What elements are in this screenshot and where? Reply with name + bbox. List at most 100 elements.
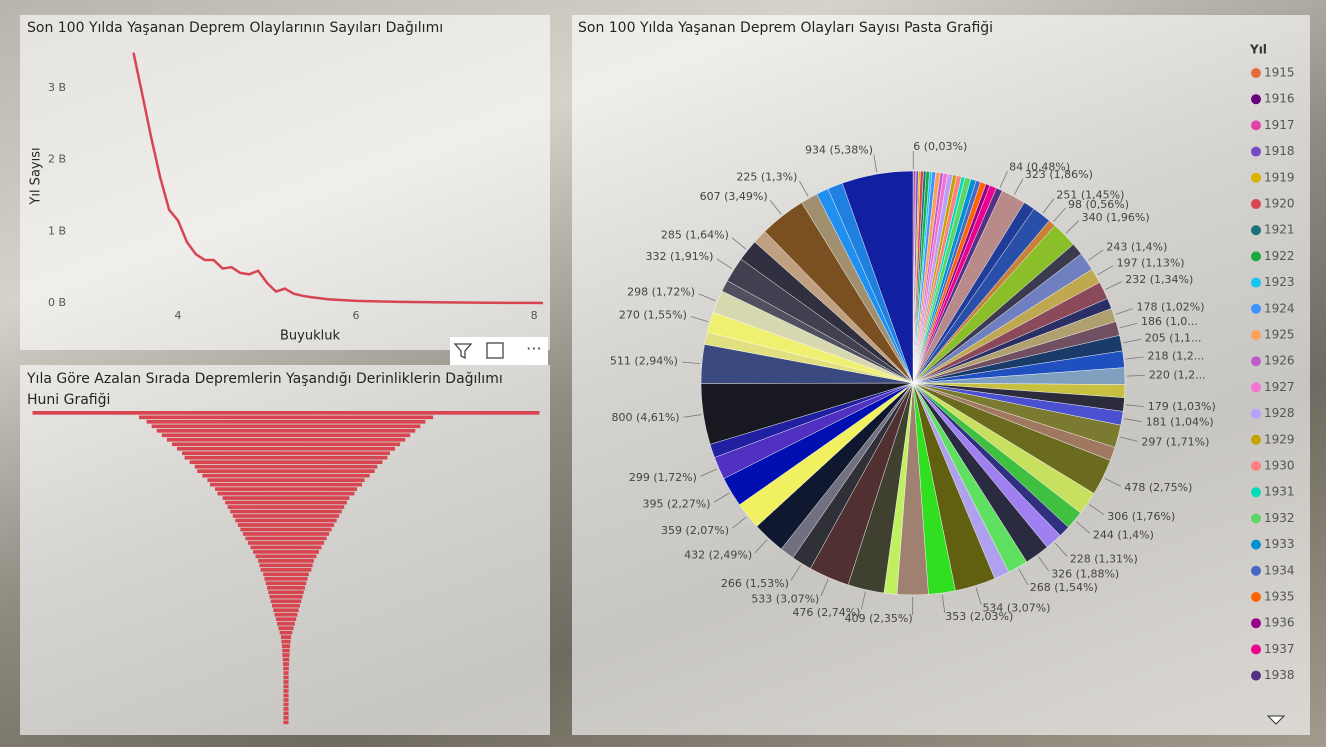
funnel-bar xyxy=(283,716,289,720)
leader-line xyxy=(716,258,733,270)
legend-label: 1935 xyxy=(1264,590,1295,604)
funnel-bar xyxy=(202,473,370,478)
funnel-bar xyxy=(283,698,289,702)
x-tick-label: 4 xyxy=(175,309,182,322)
more-icon[interactable]: ⋯ xyxy=(526,339,542,358)
legend-marker xyxy=(1251,225,1261,236)
leader-line xyxy=(975,587,982,605)
legend-label: 1920 xyxy=(1264,197,1295,211)
funnel-bar xyxy=(282,662,290,666)
data-label: 285 (1,64%) xyxy=(661,228,729,241)
chart-title: Son 100 Yılda Yaşanan Deprem Olayları Sa… xyxy=(578,20,994,36)
leader-line xyxy=(1119,322,1138,329)
leader-line xyxy=(790,564,801,581)
legend-marker xyxy=(1251,565,1261,576)
funnel-bar xyxy=(264,576,308,581)
funnel-bar xyxy=(184,455,388,460)
funnel-bar xyxy=(230,509,342,514)
funnel-bar xyxy=(279,630,293,635)
funnel-bar xyxy=(274,612,298,617)
funnel-bar xyxy=(182,451,390,456)
y-tick-label: 3 B xyxy=(48,81,66,94)
leader-line xyxy=(798,180,809,197)
data-label: 197 (1,13%) xyxy=(1117,257,1185,270)
data-label: 98 (0,56%) xyxy=(1068,198,1129,211)
data-label: 220 (1,2... xyxy=(1149,368,1206,381)
legend-scroll[interactable] xyxy=(1266,715,1286,725)
leader-line xyxy=(698,293,716,302)
chart-title: Yıla Göre Azalan Sırada Depremlerin Yaşa… xyxy=(27,371,503,408)
funnel-bar xyxy=(275,617,297,622)
focus-icon[interactable] xyxy=(486,342,504,359)
leader-line xyxy=(941,594,946,613)
legend-marker xyxy=(1251,513,1261,524)
funnel-bar xyxy=(255,554,317,559)
legend-marker xyxy=(1251,670,1261,681)
leader-line xyxy=(754,539,768,554)
funnel-bar xyxy=(171,442,401,447)
header-bg xyxy=(450,337,548,365)
funnel-bar xyxy=(273,608,299,613)
funnel-bar xyxy=(283,693,289,698)
legend-marker xyxy=(1251,277,1261,288)
leader-line xyxy=(1088,249,1104,261)
funnel-bar xyxy=(250,545,322,550)
data-label: 205 (1,1... xyxy=(1145,332,1202,345)
data-label: 607 (3,49%) xyxy=(700,190,768,203)
legend-label: 1929 xyxy=(1264,432,1295,446)
funnel-bar xyxy=(283,720,289,725)
leader-line xyxy=(860,591,866,610)
data-line xyxy=(132,52,544,305)
leader-line xyxy=(873,154,878,173)
filter-icon[interactable] xyxy=(453,343,473,360)
funnel-bar xyxy=(277,621,295,626)
funnel-bar xyxy=(146,419,426,424)
y-axis-label: Yıl Sayısı xyxy=(29,147,44,205)
legend-label: 1928 xyxy=(1264,406,1295,420)
pie-slice xyxy=(842,170,914,384)
funnel-bar xyxy=(237,523,335,527)
funnel-bar xyxy=(283,671,289,675)
leader-line xyxy=(1054,542,1068,557)
leader-line xyxy=(1126,375,1145,377)
legend-label: 1936 xyxy=(1264,616,1295,630)
legend-label: 1918 xyxy=(1264,144,1295,158)
data-label: 478 (2,75%) xyxy=(1124,481,1192,494)
legend-label: 1932 xyxy=(1264,511,1295,525)
leader-line xyxy=(1018,568,1029,585)
data-label: 353 (2,03%) xyxy=(945,610,1013,623)
leader-line xyxy=(1125,404,1144,408)
legend-label: 1930 xyxy=(1264,459,1295,473)
funnel-bar xyxy=(282,657,290,662)
legend-label: 1921 xyxy=(1264,223,1295,237)
leader-line xyxy=(1037,556,1050,572)
legend-marker xyxy=(1251,251,1261,262)
funnel-bar xyxy=(283,666,289,671)
legend-marker xyxy=(1251,356,1261,367)
leader-line xyxy=(1065,220,1080,234)
funnel-bar xyxy=(283,680,289,684)
leader-line xyxy=(1104,477,1121,487)
legend-label: 1924 xyxy=(1264,301,1295,315)
legend-label: 1915 xyxy=(1264,66,1295,80)
funnel-bar xyxy=(156,428,416,433)
data-label: 179 (1,03%) xyxy=(1148,400,1216,413)
leader-line xyxy=(1105,281,1122,290)
leader-line xyxy=(713,492,730,503)
legend-marker xyxy=(1251,120,1261,131)
leader-line xyxy=(700,468,718,477)
funnel-bar xyxy=(282,648,290,653)
data-label: 232 (1,34%) xyxy=(1125,273,1193,286)
data-label: 270 (1,55%) xyxy=(619,308,687,321)
data-label: 251 (1,45%) xyxy=(1056,189,1124,202)
legend-marker xyxy=(1251,434,1261,445)
leader-line xyxy=(820,579,829,597)
funnel-bar xyxy=(235,518,337,523)
funnel-bar xyxy=(227,505,345,509)
data-label: 178 (1,02%) xyxy=(1137,300,1205,313)
legend-marker xyxy=(1251,592,1261,602)
x-tick-label: 6 xyxy=(353,309,360,322)
data-label: 476 (2,74%) xyxy=(792,606,860,619)
